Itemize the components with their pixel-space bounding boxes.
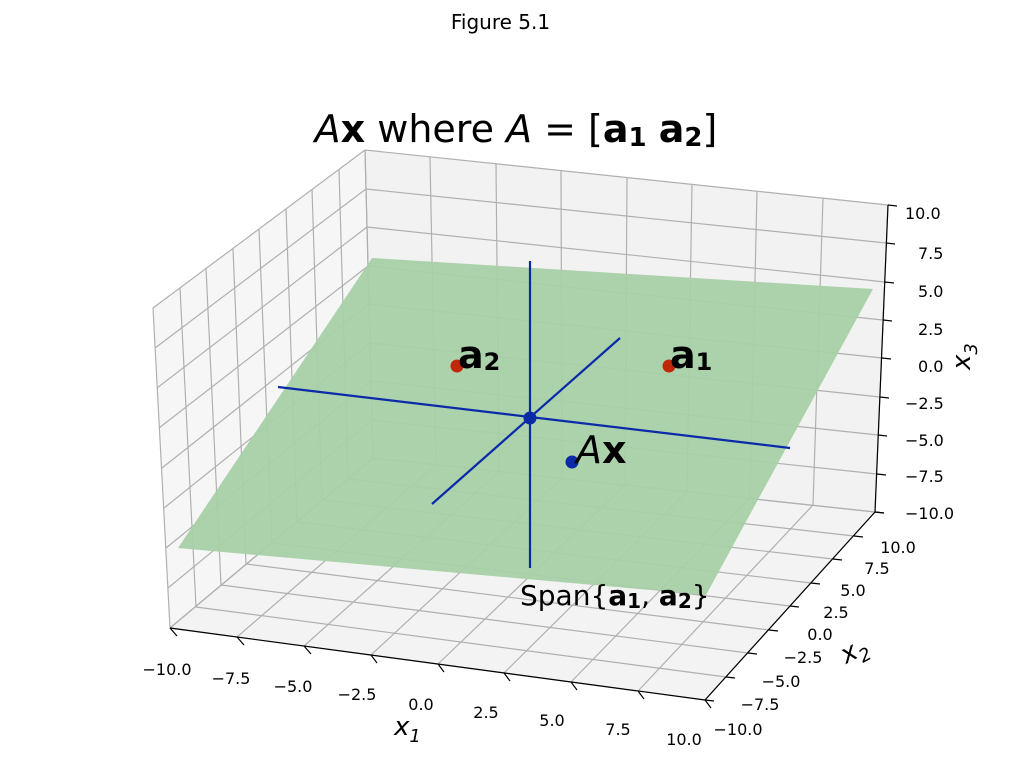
ax-point [565, 455, 579, 469]
z-tick-label: −10.0 [905, 504, 954, 523]
z-axis-ticks [874, 204, 898, 514]
z-axis-label: x3 [947, 343, 982, 371]
a1-point [662, 359, 676, 373]
y-tick-label: −7.5 [741, 695, 780, 714]
span-plane [178, 258, 873, 595]
y-tick-label: 7.5 [864, 559, 889, 578]
chart-title: Ax where A = [a1 a2] [312, 107, 718, 153]
z-tick-label: 0.0 [918, 357, 943, 376]
origin-point [523, 411, 537, 425]
x-tick-labels: −10.0 −7.5 −5.0 −2.5 0.0 2.5 5.0 7.5 10.… [142, 660, 701, 749]
y-tick-label: 5.0 [840, 581, 865, 600]
x-tick-label: 0.0 [408, 695, 433, 714]
y-tick-label: −10.0 [713, 720, 762, 739]
x-tick-label: −10.0 [142, 660, 191, 679]
x-tick-label: −7.5 [212, 669, 251, 688]
y-tick-label: 2.5 [823, 603, 848, 622]
a2-label: a2 [458, 333, 500, 377]
z-tick-label: 7.5 [918, 244, 943, 263]
z-tick-label: −5.0 [905, 431, 944, 450]
z-tick-label: −2.5 [905, 394, 944, 413]
z-tick-label: 5.0 [918, 282, 943, 301]
x-tick-label: −2.5 [338, 685, 377, 704]
z-tick-label: 10.0 [905, 204, 941, 223]
y-tick-label: 0.0 [807, 625, 832, 644]
a1-label: a1 [670, 333, 712, 377]
x-axis-ticks [169, 627, 712, 709]
x-axis-label: x1 [393, 712, 421, 747]
y-tick-label: −2.5 [784, 648, 823, 667]
z-tick-labels: −10.0 −7.5 −5.0 −2.5 0.0 2.5 5.0 7.5 10.… [905, 204, 954, 523]
z-tick-label: −7.5 [905, 467, 944, 486]
a2-point [450, 359, 464, 373]
y-tick-label: −5.0 [762, 672, 801, 691]
x-tick-label: −5.0 [274, 677, 313, 696]
y-tick-labels: −10.0 −7.5 −5.0 −2.5 0.0 2.5 5.0 7.5 10.… [713, 538, 915, 739]
figure-window-title: Figure 5.1 [450, 10, 551, 34]
y-axis-label: x2 [834, 631, 875, 675]
x-tick-label: 5.0 [539, 711, 564, 730]
x-tick-label: 2.5 [473, 703, 498, 722]
ax-label: Ax [573, 428, 627, 472]
z-tick-label: 2.5 [918, 320, 943, 339]
x-tick-label: 7.5 [605, 720, 630, 739]
y-tick-label: 10.0 [880, 538, 916, 557]
span-label: Span{a1, a2} [520, 579, 710, 613]
x-tick-label: 10.0 [666, 730, 702, 749]
